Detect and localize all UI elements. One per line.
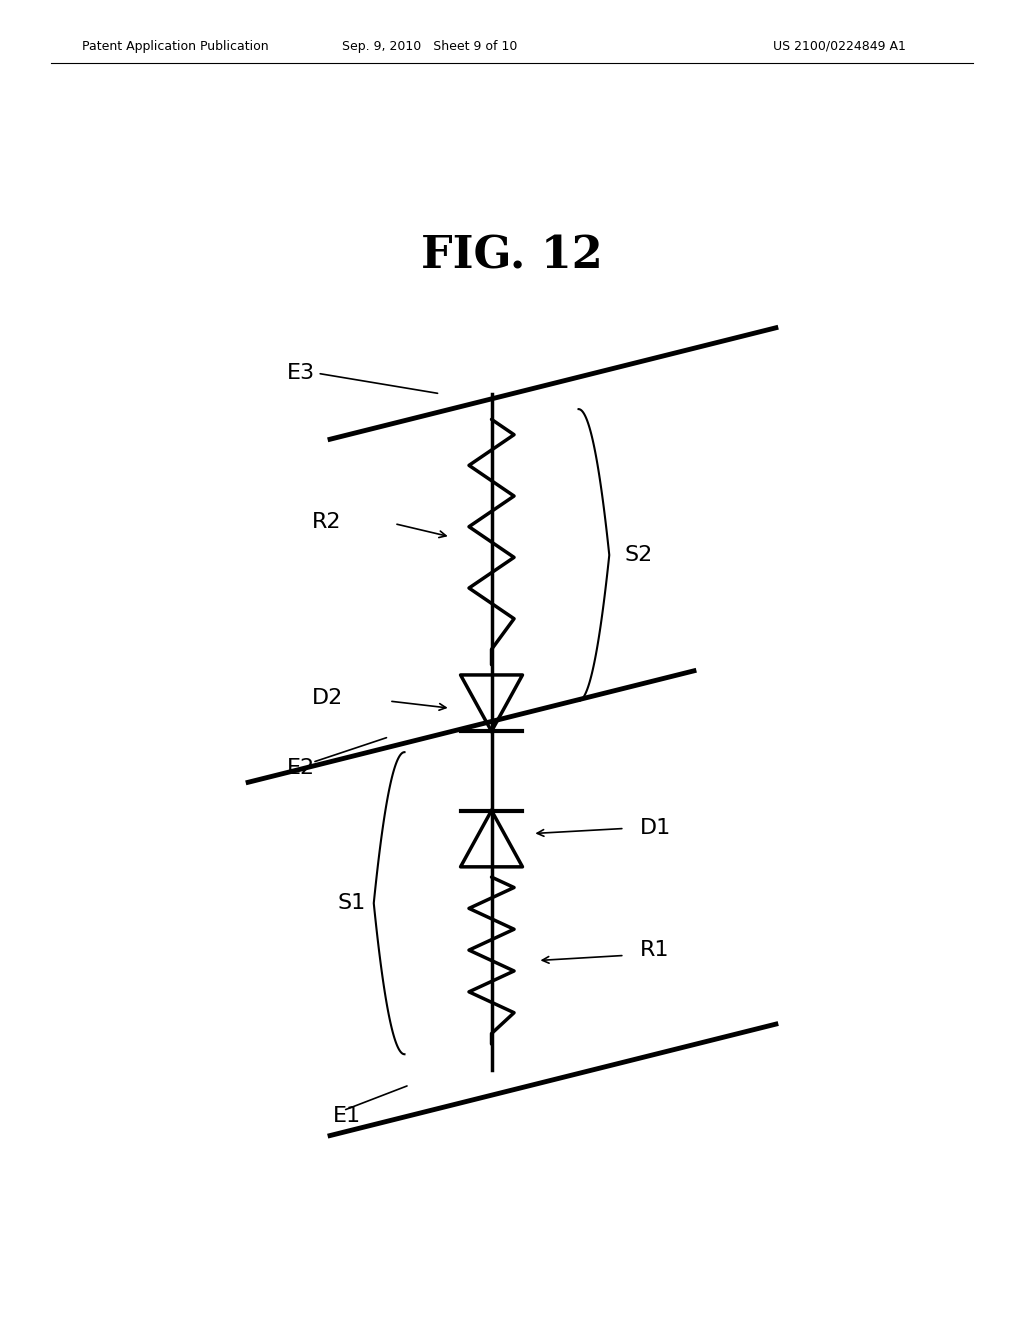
Text: E3: E3: [287, 363, 314, 383]
Text: S2: S2: [625, 545, 653, 565]
Text: R1: R1: [640, 940, 670, 961]
Text: FIG. 12: FIG. 12: [421, 234, 603, 277]
Text: Patent Application Publication: Patent Application Publication: [82, 40, 268, 53]
Text: E2: E2: [287, 758, 314, 777]
Text: Sep. 9, 2010   Sheet 9 of 10: Sep. 9, 2010 Sheet 9 of 10: [342, 40, 518, 53]
Text: D1: D1: [640, 818, 672, 838]
Text: R2: R2: [312, 512, 342, 532]
Text: D2: D2: [312, 688, 344, 708]
Text: S1: S1: [338, 894, 367, 913]
Text: E1: E1: [333, 1106, 360, 1126]
Text: US 2100/0224849 A1: US 2100/0224849 A1: [773, 40, 906, 53]
